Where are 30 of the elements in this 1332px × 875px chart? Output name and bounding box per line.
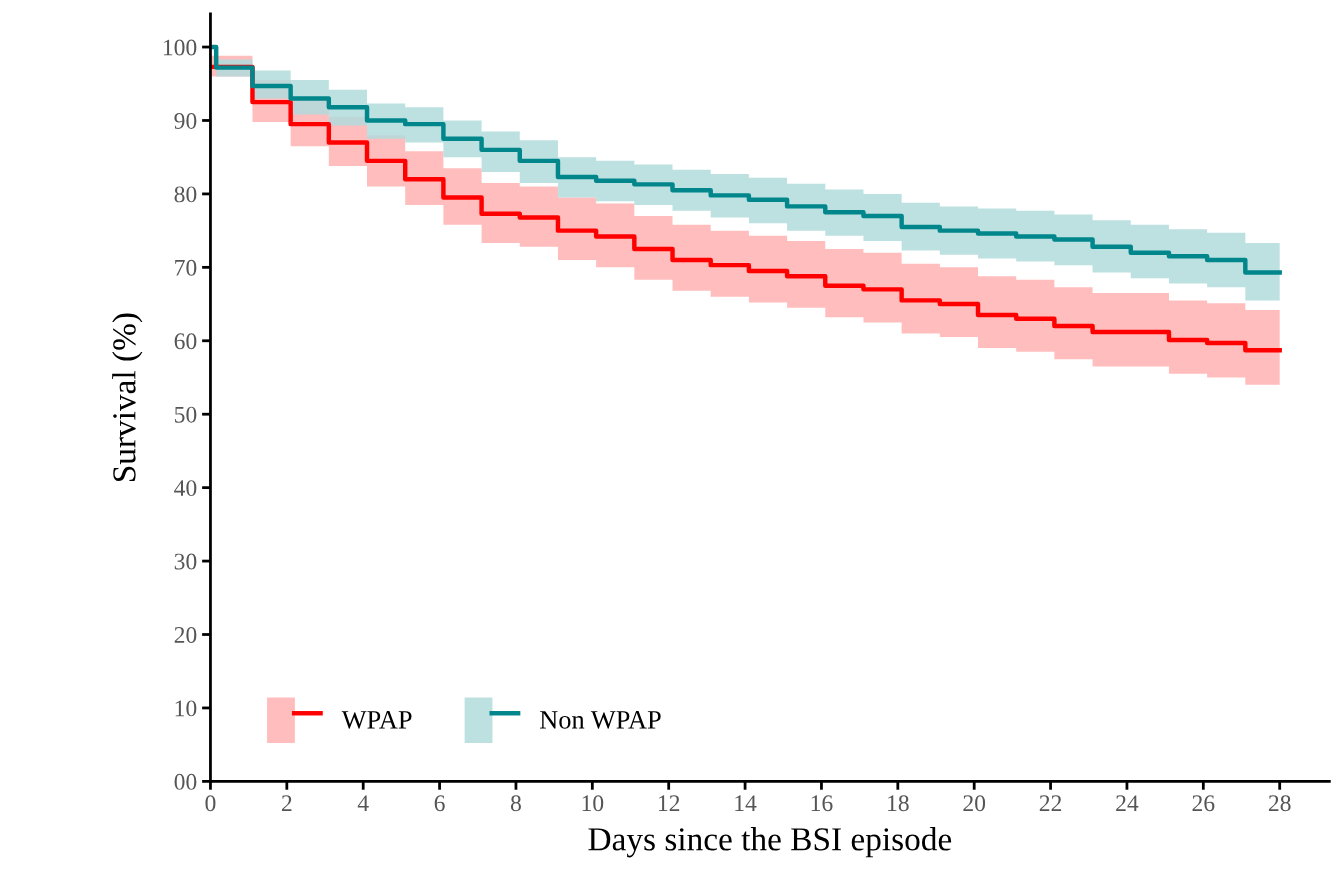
x-tick-label: 2 [281,795,292,811]
x-tick-label: 14 [735,795,757,811]
x-tick-label: 12 [658,795,680,811]
x-tick-label: 20 [963,795,986,812]
x-tick-label: 22 [1039,795,1062,811]
x-tick-label: 0 [205,795,216,812]
x-tick-label: 24 [1116,795,1139,811]
legend-label: Non WPAP [539,711,661,729]
y-tick-label: 90 [174,112,197,129]
x-tick-label: 18 [888,795,909,812]
y-tick-label: 40 [174,480,197,497]
y-tick-label: 00 [174,773,197,790]
y-tick-label: 50 [175,406,197,423]
x-tick-label: 26 [1192,795,1215,812]
x-tick-label: 10 [582,795,604,812]
x-axis-title: Days since the BSI episode [588,827,952,858]
x-tick-label: 28 [1268,795,1291,812]
legend-label: WPAP [341,711,412,729]
x-tick-label: 16 [811,795,833,812]
x-tick-label: 6 [434,795,445,812]
y-tick-label: 70 [175,259,197,276]
y-tick-label: 20 [174,627,197,643]
x-tick-label: 8 [510,795,521,812]
y-axis-title: Survival (%) [112,313,143,482]
y-tick-label: 80 [174,186,197,203]
y-tick-label: 30 [174,553,197,570]
y-tick-label: 100 [163,39,197,56]
y-tick-label: 10 [175,700,197,717]
x-tick-label: 4 [357,795,369,811]
y-tick-label: 60 [174,333,197,350]
